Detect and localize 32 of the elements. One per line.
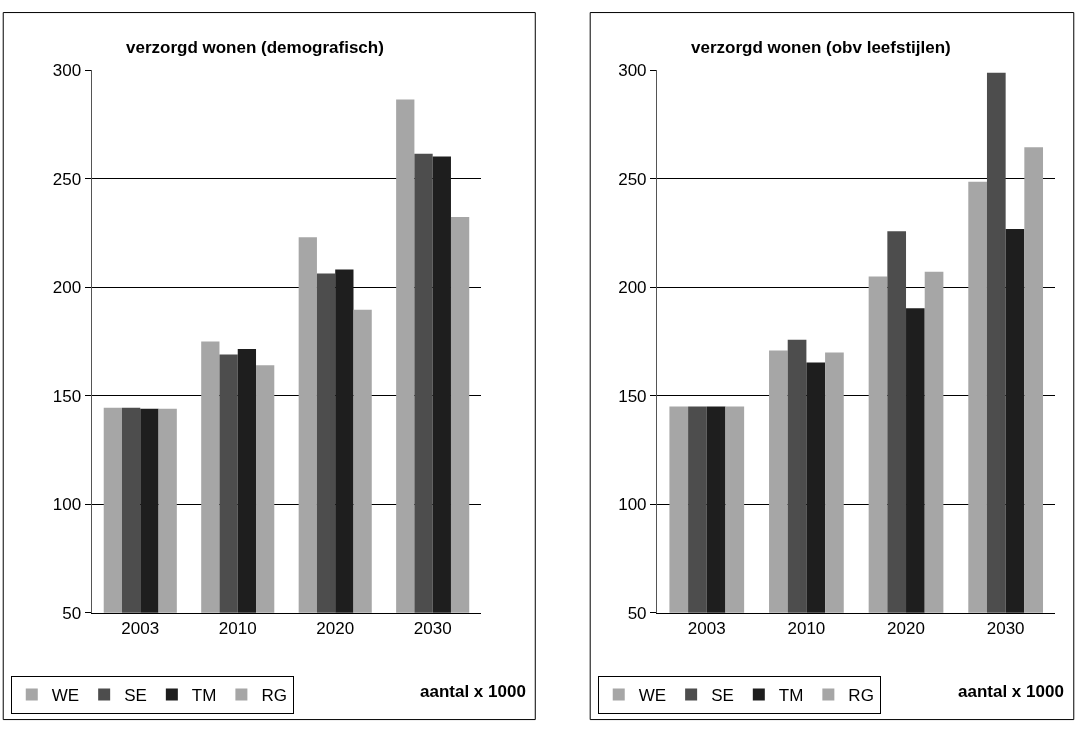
legend-label: WE (51, 686, 80, 706)
y-tick-label: 150 (618, 386, 647, 406)
chart-title: verzorgd wonen (obv leefstijlen) (691, 38, 951, 57)
x-tick-label: 2003 (687, 619, 726, 639)
legend-label: RG (261, 686, 287, 706)
y-tick-label: 250 (618, 169, 647, 189)
x-tick-label: 2030 (986, 619, 1025, 639)
legend-label: SE (124, 686, 147, 706)
x-tick-label: 2003 (121, 619, 160, 639)
x-tick-label: 2020 (316, 619, 355, 639)
legend-label: TM (191, 686, 217, 706)
y-tick-label: 200 (618, 278, 647, 298)
x-tick-label: 2020 (887, 619, 925, 639)
y-tick-label: 250 (52, 169, 82, 189)
x-tick-label: 2030 (413, 619, 452, 639)
y-tick-label: 100 (52, 495, 82, 515)
text: aantal x 1000 (420, 682, 526, 701)
y-tick-label: 150 (52, 386, 82, 406)
y-tick-label: 100 (618, 495, 647, 515)
y-tick-label: 300 (52, 61, 82, 81)
legend-label: SE (711, 686, 734, 706)
y-tick-label: 200 (52, 278, 82, 298)
text: aantal x 1000 (958, 682, 1064, 701)
legend-label: TM (778, 686, 804, 706)
y-tick-label: 300 (618, 61, 647, 81)
x-tick-label: 2010 (787, 619, 826, 639)
y-tick-label: 50 (627, 603, 647, 623)
legend-label: WE (638, 686, 667, 706)
legend-label: RG (848, 686, 874, 706)
chart-title: verzorgd wonen (demografisch) (126, 38, 384, 57)
y-tick-label: 50 (62, 603, 82, 623)
x-tick-label: 2010 (218, 619, 257, 639)
